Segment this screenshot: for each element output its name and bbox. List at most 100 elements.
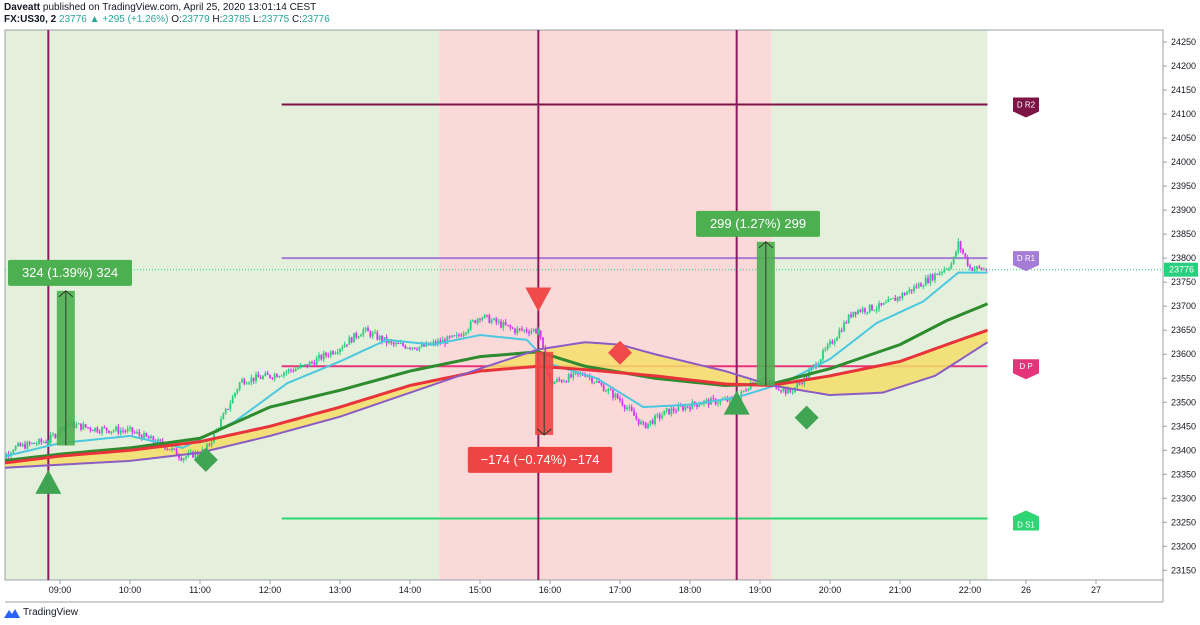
candle-body	[609, 389, 612, 391]
y-tick-label: 23900	[1171, 205, 1196, 215]
price-chart[interactable]: 324 (1.39%) 324 −174 (−0.74%) −174 299 (1.…	[0, 0, 1200, 605]
candle-body	[301, 365, 304, 367]
x-tick-label: 19:00	[749, 585, 772, 595]
candle-body	[630, 407, 633, 411]
candle-body	[483, 314, 486, 318]
candle-body	[521, 328, 523, 331]
last-price-badge	[1164, 262, 1198, 277]
candle-body	[451, 335, 453, 338]
candle-body	[252, 377, 255, 382]
candle-body	[126, 428, 129, 432]
candle-body	[922, 285, 925, 287]
candle-body	[129, 427, 131, 429]
candle-body	[77, 423, 80, 425]
pivot-tag-label: D S1	[1017, 521, 1035, 530]
candle-body	[75, 424, 78, 428]
candle-body	[299, 365, 302, 369]
candle-body	[495, 318, 498, 323]
candle-body	[607, 389, 610, 392]
candle-body	[185, 456, 187, 459]
candle-body	[388, 340, 390, 344]
candle-body	[238, 382, 241, 390]
candle-body	[586, 376, 589, 378]
candle-body	[889, 298, 892, 300]
pivot-tag-label: D R1	[1017, 254, 1036, 263]
candle-body	[469, 321, 472, 330]
author-name[interactable]: Daveatt	[4, 2, 41, 13]
candle-body	[740, 391, 743, 398]
candle-body	[899, 296, 901, 298]
candle-body	[147, 436, 150, 439]
candle-body	[682, 406, 684, 411]
candle-body	[941, 271, 943, 273]
x-tick-label: 26	[1021, 585, 1031, 595]
candle-body	[231, 396, 234, 404]
signal-zone-0	[5, 30, 440, 580]
candle-body	[572, 372, 575, 378]
candle-body	[1, 458, 3, 462]
y-tick-label: 24050	[1171, 133, 1196, 143]
candle-body	[843, 322, 845, 332]
candle-body	[826, 344, 829, 349]
candle-body	[782, 388, 785, 392]
candle-body	[131, 427, 134, 433]
candle-body	[962, 249, 964, 254]
y-tick-label: 23800	[1171, 253, 1196, 263]
candle-body	[885, 302, 887, 304]
candle-body	[280, 375, 283, 377]
candle-body	[553, 381, 556, 385]
candle-body	[455, 334, 458, 336]
candle-body	[476, 318, 479, 324]
candle-body	[479, 318, 481, 320]
candle-body	[936, 273, 939, 275]
candle-body	[665, 408, 668, 411]
candle-body	[943, 269, 946, 272]
candle-body	[801, 382, 803, 385]
candle-body	[700, 403, 703, 405]
symbol-name[interactable]: FX:US30, 2	[4, 14, 57, 25]
measure-label-bg-2	[696, 210, 820, 237]
candle-body	[84, 424, 87, 428]
candle-body	[294, 369, 297, 372]
candle-body	[556, 379, 558, 382]
candle-body	[264, 373, 267, 377]
candle-body	[14, 446, 17, 451]
x-tick-label: 18:00	[679, 585, 702, 595]
candle-body	[509, 325, 512, 328]
brand-name[interactable]: TradingView	[23, 607, 79, 618]
y-tick-label: 24250	[1171, 37, 1196, 47]
candle-body	[938, 272, 941, 275]
candle-body	[378, 336, 381, 340]
high-label: H:	[212, 14, 223, 25]
candle-body	[402, 343, 404, 346]
candle-body	[840, 330, 843, 332]
y-tick-label: 24000	[1171, 157, 1196, 167]
candle-body	[920, 283, 922, 287]
candle-body	[180, 457, 183, 461]
candle-body	[467, 329, 470, 333]
candle-body	[336, 352, 339, 354]
x-tick-label: 16:00	[539, 585, 562, 595]
candle-body	[371, 332, 374, 337]
candle-body	[152, 436, 155, 442]
candle-body	[353, 333, 355, 343]
candle-body	[964, 253, 967, 258]
candle-body	[374, 332, 376, 334]
candle-body	[266, 373, 269, 375]
candle-body	[560, 380, 563, 382]
candle-body	[446, 336, 449, 344]
publish-text: published on TradingView.com, April 25, …	[42, 2, 317, 13]
candle-body	[439, 340, 442, 343]
candle-body	[502, 322, 505, 328]
candle-body	[493, 318, 495, 321]
candle-body	[119, 430, 122, 434]
candle-body	[49, 434, 52, 443]
candle-body	[52, 434, 54, 436]
high-value: 23785	[222, 14, 251, 25]
candle-body	[313, 362, 316, 365]
candle-body	[859, 310, 862, 312]
measure-arrowhead-1	[536, 428, 552, 436]
candle-body	[35, 443, 38, 445]
candle-body	[908, 289, 911, 293]
candle-body	[234, 392, 236, 397]
